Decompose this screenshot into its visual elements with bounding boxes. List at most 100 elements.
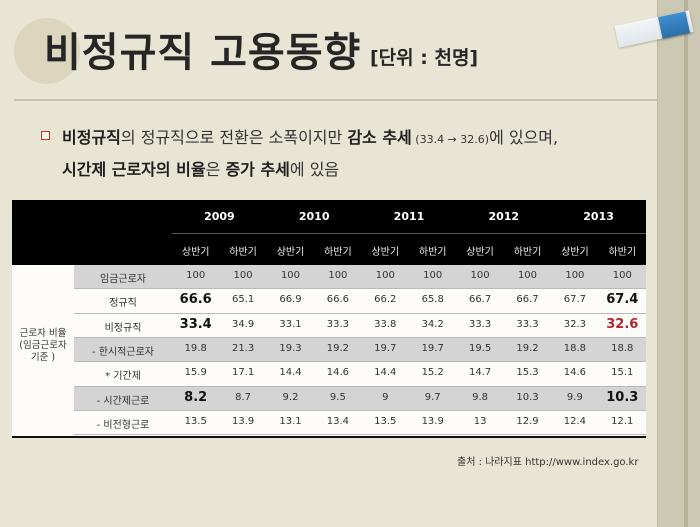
table-cell: 18.8 (563, 342, 587, 354)
table-cell: 9.8 (472, 391, 489, 403)
row-separator (74, 312, 646, 314)
table-cell: 19.8 (184, 342, 207, 354)
year-header: 2010 (298, 210, 330, 223)
table-cell: 66.6 (326, 294, 350, 306)
year-header: 2009 (204, 210, 235, 223)
bullet-text: 은 (205, 160, 226, 179)
table-cell: 65.1 (231, 294, 255, 306)
half-year-header: 상반기 (181, 247, 210, 258)
table-cell: 67.7 (563, 294, 587, 306)
table-row (74, 337, 646, 363)
table-cell: 100 (470, 270, 490, 281)
employment-table: 근로자 비율 (임금근로자 기준 ) 2009 2010 2011 2012 2013 상반기… (12, 200, 646, 438)
table-cell: 19.7 (374, 342, 397, 354)
table-cell: 9.5 (329, 391, 346, 403)
decorative-side-strip (657, 0, 700, 527)
table-cell: 15.9 (184, 367, 207, 379)
bullet-bold-term: 비정규직 (62, 128, 121, 147)
group-label-line: (임금근로자 (19, 340, 67, 351)
title-decoration-circle (14, 18, 80, 84)
table-row (74, 386, 646, 411)
table-cell: 34.2 (421, 318, 444, 330)
table-cell: 21.3 (231, 342, 255, 354)
table-cell: 100 (517, 270, 538, 281)
half-year-header: 상반기 (561, 247, 589, 258)
page-title: 비정규직 고용동향 (44, 30, 362, 76)
table-cell: 19.3 (279, 342, 302, 354)
table-cell: 13 (473, 415, 487, 427)
year-header: 2012 (488, 210, 520, 223)
table-cell: 66.7 (516, 294, 539, 306)
row-label: 비정규직 (104, 322, 142, 334)
table-cell: 33.3 (516, 318, 539, 330)
table-cell: 10.3 (606, 389, 639, 405)
source-note: 출처 : 나라지표 http://www.index.go.kr (457, 457, 639, 468)
table-cell: 19.2 (516, 342, 539, 354)
table-cell: 13.9 (421, 415, 444, 427)
table-cell: 13.5 (374, 415, 397, 427)
title-divider (14, 99, 658, 101)
row-label: - 시간제근로 (96, 395, 150, 407)
table-cell: 19.7 (421, 342, 444, 354)
group-label-line: 근로자 비율 (19, 328, 67, 339)
bullet-bold-term: 시간제 근로자의 비율 (62, 160, 206, 179)
table-cell: 13.5 (184, 415, 207, 427)
table-cell: 19.2 (326, 342, 350, 354)
row-separator (74, 361, 646, 363)
table-cell: 32.6 (606, 316, 639, 332)
table-cell: 10.3 (516, 391, 539, 403)
table-cell: 33.3 (468, 318, 492, 330)
row-label: - 한시적근로자 (92, 346, 154, 358)
table-cell: 12.4 (563, 415, 587, 427)
table-cell: 19.5 (468, 342, 492, 354)
table-cell: 66.9 (279, 294, 302, 306)
table-cell: 33.3 (326, 318, 350, 330)
table-cell: 33.8 (374, 318, 397, 330)
year-header: 2011 (393, 210, 425, 223)
bullet-bold-term: 증가 추세 (225, 160, 290, 179)
table-cell: 100 (186, 270, 206, 281)
table-cell: 8.2 (184, 389, 208, 405)
table-cell: 33.4 (179, 316, 212, 332)
row-label: - 비전형근로 (96, 419, 150, 431)
row-separator (74, 336, 646, 338)
table-cell: 9.7 (424, 391, 441, 403)
table-cell: 9 (382, 391, 389, 403)
table-cell: 13.1 (279, 415, 302, 427)
row-separator (74, 288, 646, 290)
table-cell: 66.2 (374, 294, 397, 306)
half-year-header: 상반기 (371, 247, 400, 258)
half-year-header: 상반기 (276, 247, 305, 258)
row-separator (74, 434, 646, 436)
table-cell: 8.7 (235, 391, 252, 403)
table-cell: 12.9 (516, 415, 539, 427)
bullet-bold-term: 감소 추세 (347, 128, 412, 147)
table-cell: 100 (423, 270, 443, 281)
table-cell: 32.3 (563, 318, 587, 330)
row-label: 정규직 (109, 298, 137, 310)
bullet-text-line-2: 시간제 근로자의 비율은 증가 추세에 있음 (62, 156, 339, 180)
half-year-header: 하반기 (229, 247, 257, 258)
table-cell: 14.4 (279, 367, 302, 379)
bullet-text: 에 있음 (289, 160, 340, 179)
unit-label: [단위 : 천명] (370, 47, 479, 69)
bullet-figure: (33.4 → 32.6) (411, 133, 490, 146)
group-label-line: 기준 ) (30, 352, 56, 363)
bullet-text: 의 정규직으로 전환은 소폭이지만 (120, 128, 348, 147)
table-cell: 14.4 (374, 367, 397, 379)
table-cell: 100 (612, 270, 632, 281)
bullet-text-line-1: 비정규직의 정규직으로 전환은 소폭이지만 감소 추세 (33.4 → 32.6… (62, 124, 558, 148)
bullet-text: 에 있으며, (489, 128, 559, 147)
year-header: 2013 (583, 210, 614, 223)
table-cell: 14.7 (468, 367, 492, 379)
table-cell: 100 (233, 270, 253, 281)
row-label: 임금근로자 (100, 274, 146, 285)
table-cell: 18.8 (611, 342, 634, 354)
half-year-header: 상반기 (466, 247, 494, 258)
table-cell: 15.3 (516, 367, 539, 379)
table-header (12, 200, 646, 265)
table-cell: 66.7 (468, 294, 492, 306)
table-cell: 33.1 (279, 318, 302, 330)
row-separator (74, 409, 646, 411)
half-year-header: 하반기 (324, 247, 352, 258)
